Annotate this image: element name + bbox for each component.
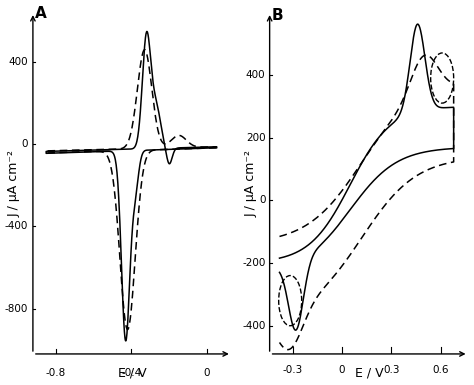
Text: -0.4: -0.4 <box>121 368 141 378</box>
Text: 0: 0 <box>259 195 265 205</box>
X-axis label: E / V: E / V <box>355 367 383 380</box>
Y-axis label: J / μA cm⁻²: J / μA cm⁻² <box>244 149 257 217</box>
Y-axis label: J / μA cm⁻²: J / μA cm⁻² <box>8 149 20 217</box>
Text: -200: -200 <box>242 258 265 268</box>
Text: -800: -800 <box>5 304 28 314</box>
Text: B: B <box>271 8 283 23</box>
Text: 400: 400 <box>246 70 265 80</box>
Text: -400: -400 <box>242 321 265 331</box>
Text: 0: 0 <box>339 365 345 375</box>
Text: 0.6: 0.6 <box>432 365 449 375</box>
Text: 0: 0 <box>22 139 28 149</box>
Text: 0: 0 <box>204 368 210 378</box>
Text: 400: 400 <box>9 57 28 67</box>
Text: -400: -400 <box>5 221 28 231</box>
Text: -0.8: -0.8 <box>46 368 66 378</box>
Text: A: A <box>35 7 46 22</box>
X-axis label: E / V: E / V <box>118 367 146 380</box>
Text: 0.3: 0.3 <box>383 365 400 375</box>
Text: 200: 200 <box>246 132 265 142</box>
Text: -0.3: -0.3 <box>283 365 303 375</box>
